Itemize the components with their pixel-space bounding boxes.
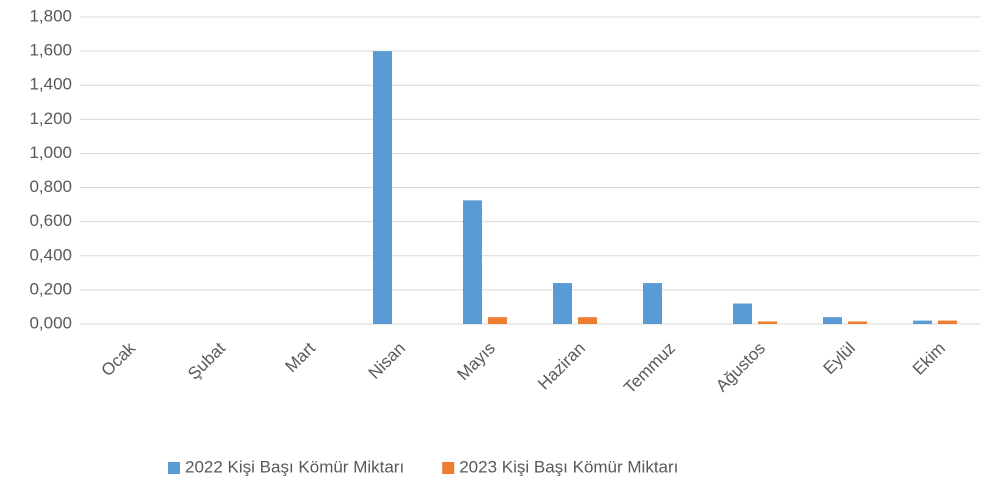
x-tick-label: Eylül (820, 339, 859, 378)
y-tick-label: 0,200 (29, 279, 72, 298)
x-tick-label: Ocak (98, 338, 140, 380)
bar (553, 283, 572, 324)
bar (463, 200, 482, 324)
x-tick-label: Haziran (534, 339, 589, 394)
bar (373, 51, 392, 324)
bar (488, 317, 507, 324)
x-tick-label: Mart (282, 338, 320, 376)
x-tick-label: Ekim (909, 339, 949, 379)
x-tick-label: Temmuz (620, 339, 679, 398)
x-tick-label: Mayıs (454, 339, 499, 384)
legend-label: 2022 Kişi Başı Kömür Miktarı (185, 457, 404, 476)
y-tick-label: 0,800 (29, 177, 72, 196)
legend-swatch (442, 462, 455, 474)
y-tick-label: 0,600 (29, 211, 72, 230)
bar (758, 321, 777, 324)
bar (938, 320, 957, 324)
bar (823, 317, 842, 324)
x-tick-label: Ağustos (712, 339, 769, 396)
bar (643, 283, 662, 324)
bar (848, 321, 867, 324)
bar (733, 303, 752, 324)
y-tick-label: 1,200 (29, 109, 72, 128)
bar (913, 320, 932, 324)
y-tick-label: 0,400 (29, 245, 72, 264)
y-tick-label: 1,800 (29, 6, 72, 25)
x-tick-label: Nisan (365, 339, 409, 383)
y-tick-label: 1,600 (29, 41, 72, 60)
legend-swatch (168, 462, 180, 474)
x-tick-label: Şubat (184, 338, 229, 383)
y-tick-label: 0,000 (29, 313, 72, 332)
y-tick-label: 1,000 (29, 143, 72, 162)
y-tick-label: 1,400 (29, 75, 72, 94)
legend-label: 2023 Kişi Başı Kömür Miktarı (459, 457, 678, 476)
bar (578, 317, 597, 324)
